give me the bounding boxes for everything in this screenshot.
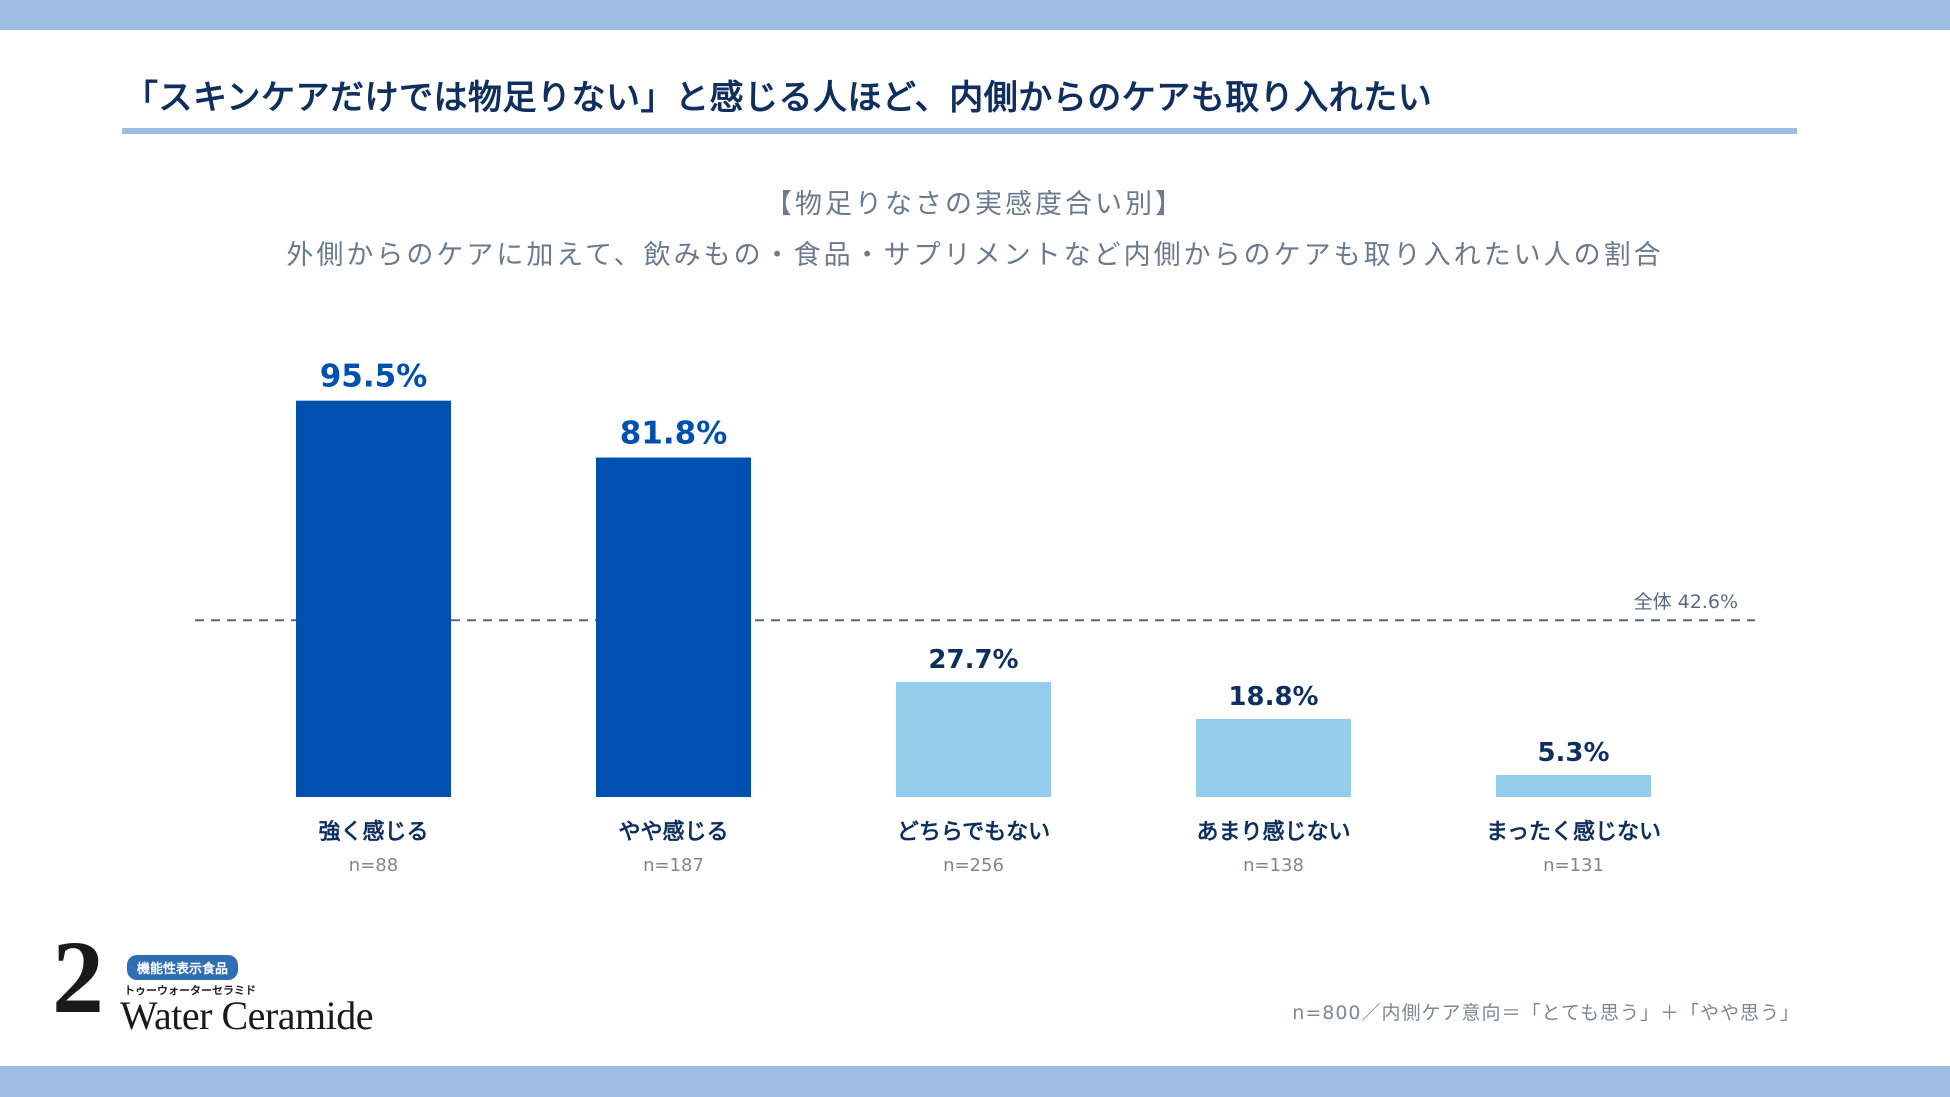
footnote: n=800／内側ケア意向＝「とても思う」＋「やや思う」 [1292,1002,1800,1024]
bar-value-label: 18.8% [1228,682,1318,712]
category-label: 強く感じる [318,819,428,845]
logo-numeral: 2 [52,920,104,1035]
bar [296,400,451,797]
sample-size-label: n=138 [1243,855,1304,876]
logo-kana: トゥーウォーターセラミド [124,984,256,997]
title-underline [122,128,1797,134]
logo-wordmark: Water Ceramide [120,993,373,1038]
sample-size-label: n=187 [643,855,704,876]
category-label: あまり感じない [1196,819,1350,845]
chart-subtitle: 外側からのケアに加えて、飲みもの・食品・サプリメントなど内側からのケアも取り入れ… [286,240,1664,271]
top-band [0,0,1950,30]
page-title: 「スキンケアだけでは物足りない」と感じる人ほど、内側からのケアも取り入れたい [124,78,1433,118]
bar [596,457,751,797]
reference-line-label: 全体 42.6% [1634,591,1738,613]
bar-value-label: 5.3% [1537,738,1609,768]
sample-size-label: n=88 [349,855,398,876]
category-label: まったく感じない [1486,819,1661,845]
category-label: どちらでもない [897,820,1050,845]
bar [1496,775,1651,797]
bar [1196,718,1351,797]
sample-size-label: n=131 [1543,855,1604,876]
brand-logo: 2 機能性表示食品 トゥーウォーターセラミド Water Ceramide [52,926,452,1040]
logo-badge: 機能性表示食品 [127,955,239,980]
bar-value-label: 81.8% [620,416,728,452]
chart-subtitle-bracket: 【物足りなさの実感度合い別】 [765,189,1185,220]
sample-size-label: n=256 [943,855,1004,876]
category-label: やや感じる [618,819,728,845]
bar [896,682,1051,797]
bar-value-label: 27.7% [928,645,1018,675]
bottom-band [0,1066,1950,1097]
bar-value-label: 95.5% [320,359,428,395]
